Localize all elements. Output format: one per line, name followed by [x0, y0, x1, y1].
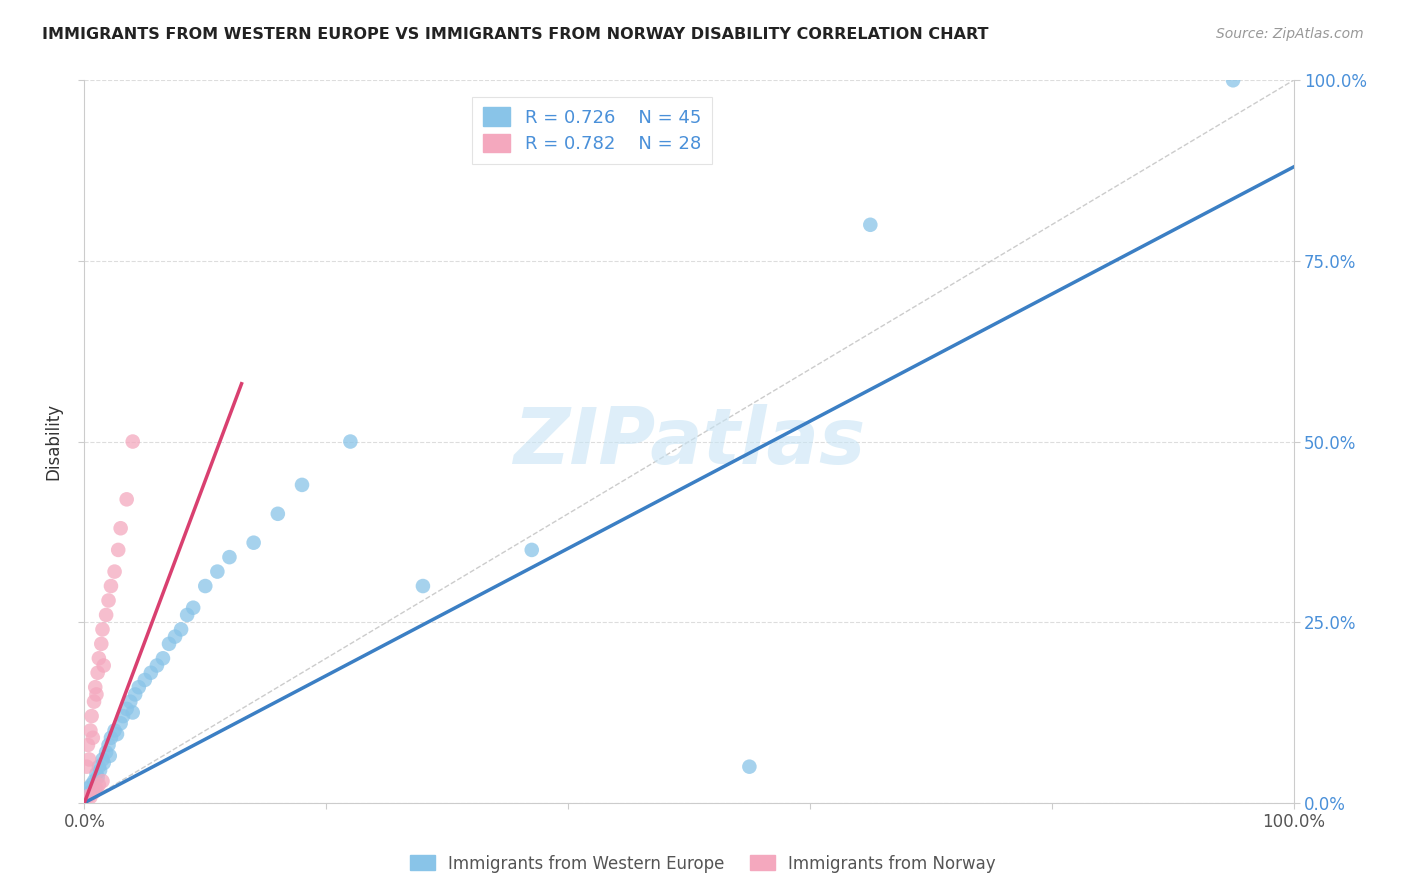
Text: Source: ZipAtlas.com: Source: ZipAtlas.com [1216, 27, 1364, 41]
Point [738, 760, 761, 774]
Point [86, 687, 108, 701]
Point [218, 550, 240, 565]
Point [242, 535, 264, 549]
Point [146, 658, 169, 673]
Point [115, 492, 138, 507]
Point [157, 637, 180, 651]
Point [520, 542, 543, 557]
Point [100, 579, 122, 593]
Point [1222, 73, 1244, 87]
Point [83, 774, 105, 789]
Point [79, 790, 101, 805]
Point [170, 623, 193, 637]
Point [104, 723, 127, 738]
Point [91, 623, 114, 637]
Point [80, 709, 103, 723]
Point [98, 748, 121, 763]
Point [267, 507, 290, 521]
Point [91, 752, 114, 766]
Point [86, 767, 108, 781]
Point [86, 771, 108, 785]
Point [121, 706, 143, 720]
Point [84, 680, 107, 694]
Point [84, 781, 107, 796]
Point [112, 709, 135, 723]
Point [82, 731, 104, 745]
Point [86, 665, 108, 680]
Point [83, 785, 105, 799]
Point [104, 565, 127, 579]
Text: ZIPatlas: ZIPatlas [513, 403, 865, 480]
Point [94, 745, 117, 759]
Point [139, 665, 162, 680]
Point [90, 637, 112, 651]
Point [100, 731, 122, 745]
Point [291, 478, 314, 492]
Point [207, 565, 229, 579]
Point [412, 579, 434, 593]
Point [86, 781, 108, 796]
Point [77, 789, 100, 803]
Point [94, 607, 117, 622]
Point [176, 607, 198, 622]
Point [128, 680, 150, 694]
Legend: Immigrants from Western Europe, Immigrants from Norway: Immigrants from Western Europe, Immigran… [404, 848, 1002, 880]
Point [152, 651, 174, 665]
Point [76, 760, 98, 774]
Point [79, 785, 101, 799]
Legend: R = 0.726    N = 45, R = 0.782    N = 28: R = 0.726 N = 45, R = 0.782 N = 28 [472, 96, 711, 164]
Point [93, 658, 115, 673]
Point [194, 579, 217, 593]
Point [83, 695, 105, 709]
Point [105, 727, 128, 741]
Point [91, 774, 114, 789]
Point [110, 716, 132, 731]
Point [97, 738, 120, 752]
Point [859, 218, 882, 232]
Point [77, 738, 100, 752]
Point [87, 651, 110, 665]
Point [77, 752, 100, 766]
Point [339, 434, 361, 449]
Point [97, 593, 120, 607]
Point [120, 695, 142, 709]
Point [115, 702, 138, 716]
Point [181, 600, 204, 615]
Point [77, 781, 100, 796]
Point [79, 723, 101, 738]
Y-axis label: Disability: Disability [45, 403, 63, 480]
Text: IMMIGRANTS FROM WESTERN EUROPE VS IMMIGRANTS FROM NORWAY DISABILITY CORRELATION : IMMIGRANTS FROM WESTERN EUROPE VS IMMIGR… [42, 27, 988, 42]
Point [110, 521, 132, 535]
Point [124, 687, 146, 701]
Point [80, 778, 103, 792]
Point [165, 630, 187, 644]
Point [87, 778, 110, 792]
Point [93, 756, 115, 770]
Point [134, 673, 156, 687]
Point [107, 542, 129, 557]
Point [87, 760, 110, 774]
Point [121, 434, 143, 449]
Point [89, 764, 111, 778]
